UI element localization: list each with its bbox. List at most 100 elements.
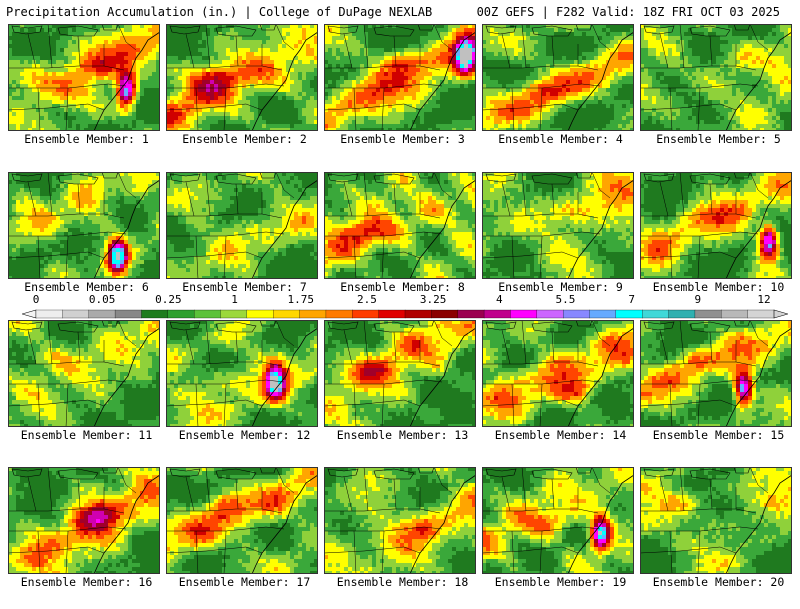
colorbar-swatch	[510, 310, 537, 318]
colorbar-tick-label: 1.75	[287, 293, 314, 306]
ensemble-member-label: Ensemble Member: 6	[8, 280, 165, 294]
ensemble-member-label: Ensemble Member: 9	[482, 280, 639, 294]
precipitation-map	[482, 172, 634, 279]
precipitation-map	[640, 24, 792, 131]
ensemble-member-panel: Ensemble Member: 4	[482, 24, 639, 166]
colorbar-swatch	[36, 310, 63, 318]
ensemble-member-panel: Ensemble Member: 5	[640, 24, 797, 166]
colorbar-swatch	[273, 310, 300, 318]
precipitation-map	[8, 24, 160, 131]
ensemble-member-panel: Ensemble Member: 18	[324, 467, 481, 609]
precipitation-map	[8, 467, 160, 574]
ensemble-member-label: Ensemble Member: 15	[640, 428, 797, 442]
ensemble-member-panel: Ensemble Member: 16	[8, 467, 165, 609]
precipitation-map	[166, 320, 318, 427]
colorbar-min-arrow	[22, 310, 36, 318]
ensemble-member-panel: Ensemble Member: 14	[482, 320, 639, 462]
precipitation-map	[640, 467, 792, 574]
colorbar-swatch	[379, 310, 406, 318]
ensemble-member-label: Ensemble Member: 17	[166, 575, 323, 589]
colorbar-tick-label: 1	[231, 293, 238, 306]
ensemble-member-label: Ensemble Member: 5	[640, 132, 797, 146]
colorbar-tick-label: 9	[695, 293, 702, 306]
colorbar-swatch	[695, 310, 722, 318]
colorbar-swatch	[590, 310, 617, 318]
colorbar-max-arrow	[774, 310, 788, 318]
colorbar-swatch	[221, 310, 248, 318]
precipitation-map	[166, 24, 318, 131]
precipitation-colorbar: 0 0.05 0.25 1 1.75 2.5 3.25 4 5.5 7 9 12	[22, 293, 788, 321]
colorbar-swatch	[642, 310, 669, 318]
colorbar-tick-label: 0	[33, 293, 40, 306]
ensemble-member-panel: Ensemble Member: 2	[166, 24, 323, 166]
colorbar-swatch	[115, 310, 142, 318]
colorbar-tick-label: 7	[628, 293, 635, 306]
ensemble-member-label: Ensemble Member: 16	[8, 575, 165, 589]
precipitation-map	[324, 24, 476, 131]
colorbar-swatch	[300, 310, 327, 318]
colorbar-tick-label: 12	[757, 293, 770, 306]
ensemble-member-label: Ensemble Member: 19	[482, 575, 639, 589]
colorbar-tick-label: 4	[496, 293, 503, 306]
colorbar-swatch	[669, 310, 696, 318]
colorbar-swatch	[537, 310, 564, 318]
colorbar-tick-label: 0.05	[89, 293, 116, 306]
precipitation-map	[482, 467, 634, 574]
colorbar-swatch	[247, 310, 274, 318]
precipitation-map	[8, 172, 160, 279]
precipitation-map	[640, 172, 792, 279]
ensemble-member-panel: Ensemble Member: 13	[324, 320, 481, 462]
precipitation-map	[324, 320, 476, 427]
product-title: Precipitation Accumulation (in.) | Colle…	[6, 5, 432, 19]
colorbar-swatch	[326, 310, 353, 318]
colorbar-swatch	[62, 310, 89, 318]
ensemble-member-label: Ensemble Member: 10	[640, 280, 797, 294]
colorbar-swatch	[484, 310, 511, 318]
ensemble-member-label: Ensemble Member: 7	[166, 280, 323, 294]
ensemble-member-label: Ensemble Member: 20	[640, 575, 797, 589]
ensemble-member-label: Ensemble Member: 1	[8, 132, 165, 146]
ensemble-member-panel: Ensemble Member: 20	[640, 467, 797, 609]
ensemble-member-label: Ensemble Member: 14	[482, 428, 639, 442]
colorbar-swatch	[405, 310, 432, 318]
ensemble-member-panel: Ensemble Member: 15	[640, 320, 797, 462]
ensemble-member-label: Ensemble Member: 2	[166, 132, 323, 146]
ensemble-member-label: Ensemble Member: 11	[8, 428, 165, 442]
colorbar-tick-label: 3.25	[420, 293, 447, 306]
colorbar-tick-label: 5.5	[556, 293, 576, 306]
colorbar-tick-label: 2.5	[357, 293, 377, 306]
ensemble-member-label: Ensemble Member: 4	[482, 132, 639, 146]
colorbar-swatch	[89, 310, 116, 318]
ensemble-member-panel: Ensemble Member: 19	[482, 467, 639, 609]
colorbar-scale	[22, 293, 788, 321]
colorbar-swatch	[616, 310, 643, 318]
ensemble-member-label: Ensemble Member: 3	[324, 132, 481, 146]
colorbar-swatch	[141, 310, 168, 318]
ensemble-member-label: Ensemble Member: 18	[324, 575, 481, 589]
colorbar-swatch	[721, 310, 748, 318]
ensemble-member-panel: Ensemble Member: 3	[324, 24, 481, 166]
ensemble-member-panel: Ensemble Member: 11	[8, 320, 165, 462]
precipitation-map	[640, 320, 792, 427]
precipitation-map	[324, 172, 476, 279]
ensemble-member-panel: Ensemble Member: 1	[8, 24, 165, 166]
ensemble-member-label: Ensemble Member: 13	[324, 428, 481, 442]
ensemble-member-label: Ensemble Member: 12	[166, 428, 323, 442]
precipitation-map	[482, 24, 634, 131]
colorbar-tick-label: 0.25	[155, 293, 182, 306]
precipitation-map	[324, 467, 476, 574]
precipitation-map	[482, 320, 634, 427]
ensemble-member-panel: Ensemble Member: 17	[166, 467, 323, 609]
colorbar-swatch	[168, 310, 195, 318]
ensemble-member-label: Ensemble Member: 8	[324, 280, 481, 294]
precipitation-map	[166, 172, 318, 279]
colorbar-swatch	[563, 310, 590, 318]
run-valid-time: 00Z GEFS | F282 Valid: 18Z FRI OCT 03 20…	[477, 5, 780, 19]
colorbar-swatch	[194, 310, 221, 318]
precipitation-map	[8, 320, 160, 427]
ensemble-member-panel: Ensemble Member: 12	[166, 320, 323, 462]
precipitation-map	[166, 467, 318, 574]
page-header: Precipitation Accumulation (in.) | Colle…	[0, 0, 800, 24]
colorbar-swatch	[352, 310, 379, 318]
colorbar-swatch	[431, 310, 458, 318]
